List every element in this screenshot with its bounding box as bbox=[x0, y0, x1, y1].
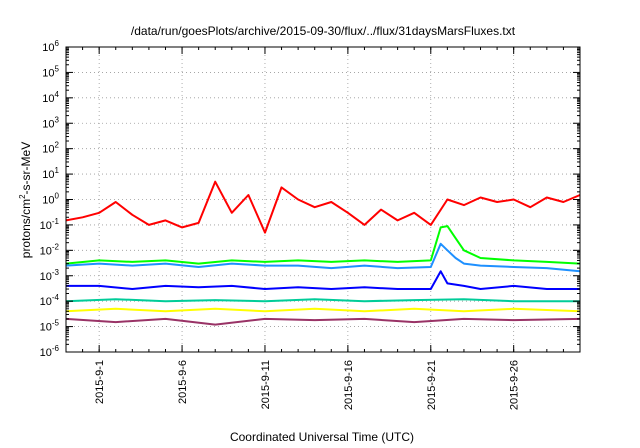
chart-title: /data/run/goesPlots/archive/2015-09-30/f… bbox=[131, 24, 516, 38]
y-tick-label: 10-6 bbox=[40, 344, 60, 359]
x-tick-label: 2015-9-6 bbox=[177, 360, 189, 404]
series-line bbox=[65, 225, 581, 265]
y-axis-label: protons/cm2-s-sr-MeV bbox=[18, 142, 33, 258]
x-tick-label: 2015-9-21 bbox=[426, 360, 438, 410]
y-tick-label: 102 bbox=[42, 141, 59, 156]
x-tick-label: 2015-9-16 bbox=[343, 360, 355, 410]
series-line bbox=[65, 317, 581, 326]
x-axis-label: Coordinated Universal Time (UTC) bbox=[230, 430, 414, 444]
y-axis-label-text: protons/cm bbox=[19, 199, 33, 258]
grid-lines bbox=[66, 47, 580, 352]
y-axis-ticks: 10-6 10-5 10-4 10-3 10-2 10-1 100 101 102 103 104 1… bbox=[40, 39, 580, 359]
y-axis-label-units: -s-sr-MeV bbox=[19, 142, 33, 195]
y-tick-label: 100 bbox=[42, 192, 59, 207]
series-line bbox=[65, 180, 581, 234]
y-tick-label: 10-1 bbox=[40, 217, 60, 232]
y-tick-label: 10-2 bbox=[40, 242, 60, 257]
data-series bbox=[65, 180, 581, 326]
series-line bbox=[65, 298, 580, 303]
series-line bbox=[66, 270, 580, 290]
series-line bbox=[65, 242, 581, 273]
y-axis-label-superscript: 2 bbox=[18, 194, 27, 199]
y-tick-label: 101 bbox=[42, 166, 59, 181]
x-tick-label: 2015-9-26 bbox=[509, 360, 521, 410]
series-line bbox=[65, 307, 581, 313]
x-tick-label: 2015-9-11 bbox=[260, 360, 272, 409]
y-tick-label: 106 bbox=[42, 39, 59, 54]
y-tick-label: 10-3 bbox=[40, 268, 60, 283]
y-tick-label: 10-5 bbox=[40, 319, 60, 334]
y-tick-label: 10-4 bbox=[40, 293, 60, 308]
x-axis-ticks: 2015-9-1 2015-9-6 2015-9-11 2015-9-16 2015-9… bbox=[65, 47, 581, 410]
y-tick-label: 103 bbox=[42, 115, 59, 130]
y-tick-label: 105 bbox=[42, 64, 59, 79]
x-tick-label: 2015-9-1 bbox=[94, 360, 106, 404]
y-tick-label: 104 bbox=[42, 90, 59, 105]
